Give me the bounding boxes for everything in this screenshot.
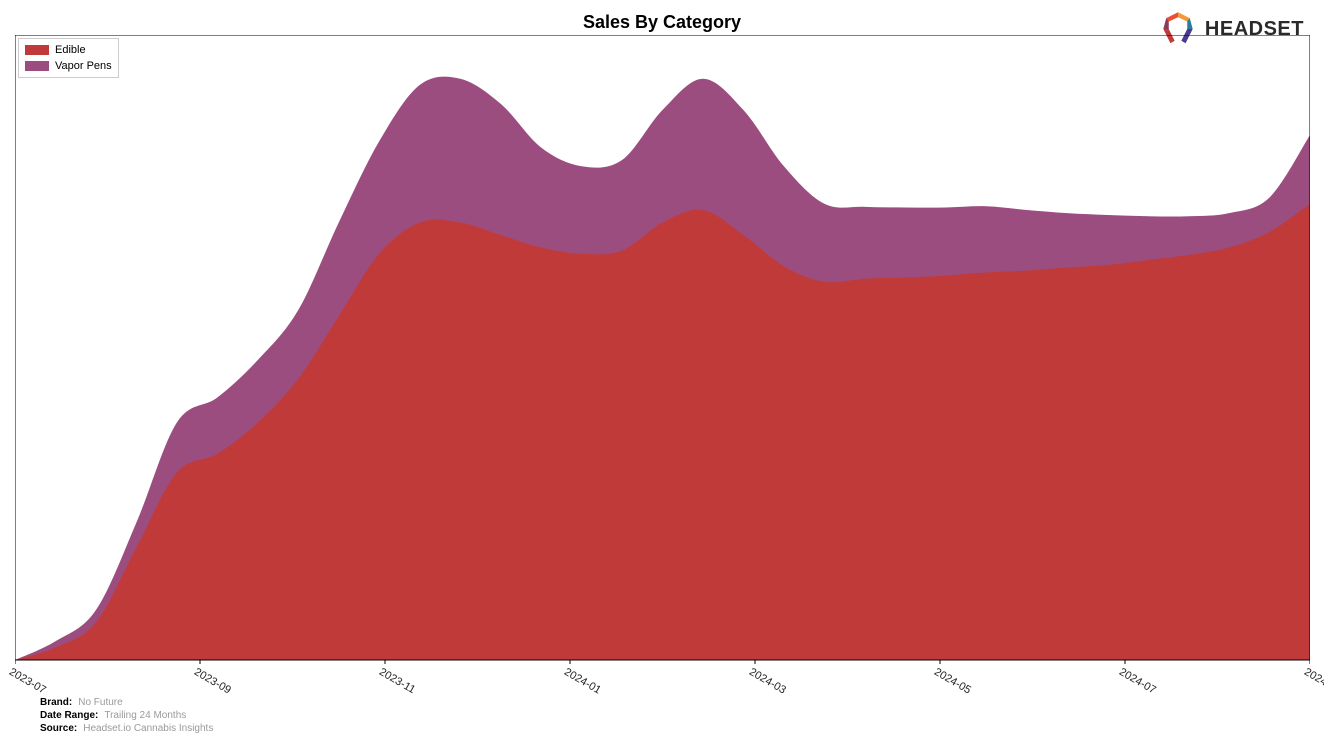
chart-title: Sales By Category	[583, 12, 741, 33]
legend-swatch	[25, 45, 49, 55]
x-tick-label: 2023-11	[377, 666, 417, 696]
x-tick-label: 2024-09	[1302, 666, 1324, 697]
legend-label: Vapor Pens	[55, 58, 112, 74]
footer-value: No Future	[78, 696, 122, 709]
footer-label: Brand:	[40, 696, 72, 709]
footer-row: Brand: No Future	[40, 696, 213, 709]
legend-label: Edible	[55, 42, 86, 58]
footer-row: Date Range: Trailing 24 Months	[40, 709, 213, 722]
chart-legend: EdibleVapor Pens	[18, 38, 119, 78]
chart-footer-meta: Brand: No FutureDate Range: Trailing 24 Mo…	[40, 696, 213, 735]
chart-plot-area	[15, 35, 1310, 660]
footer-row: Source: Headset.io Cannabis Insights	[40, 722, 213, 735]
x-tick-label: 2023-07	[7, 666, 48, 697]
x-tick-label: 2024-07	[1117, 666, 1158, 697]
x-tick-label: 2024-01	[562, 666, 603, 697]
footer-value: Headset.io Cannabis Insights	[83, 722, 213, 735]
legend-item: Edible	[25, 42, 112, 58]
legend-swatch	[25, 61, 49, 71]
footer-label: Date Range:	[40, 709, 98, 722]
footer-value: Trailing 24 Months	[104, 709, 186, 722]
legend-item: Vapor Pens	[25, 58, 112, 74]
x-tick-label: 2024-03	[747, 666, 788, 697]
footer-label: Source:	[40, 722, 77, 735]
x-tick-label: 2024-05	[932, 666, 973, 697]
area-chart-svg	[15, 35, 1310, 666]
x-tick-label: 2023-09	[192, 666, 233, 697]
